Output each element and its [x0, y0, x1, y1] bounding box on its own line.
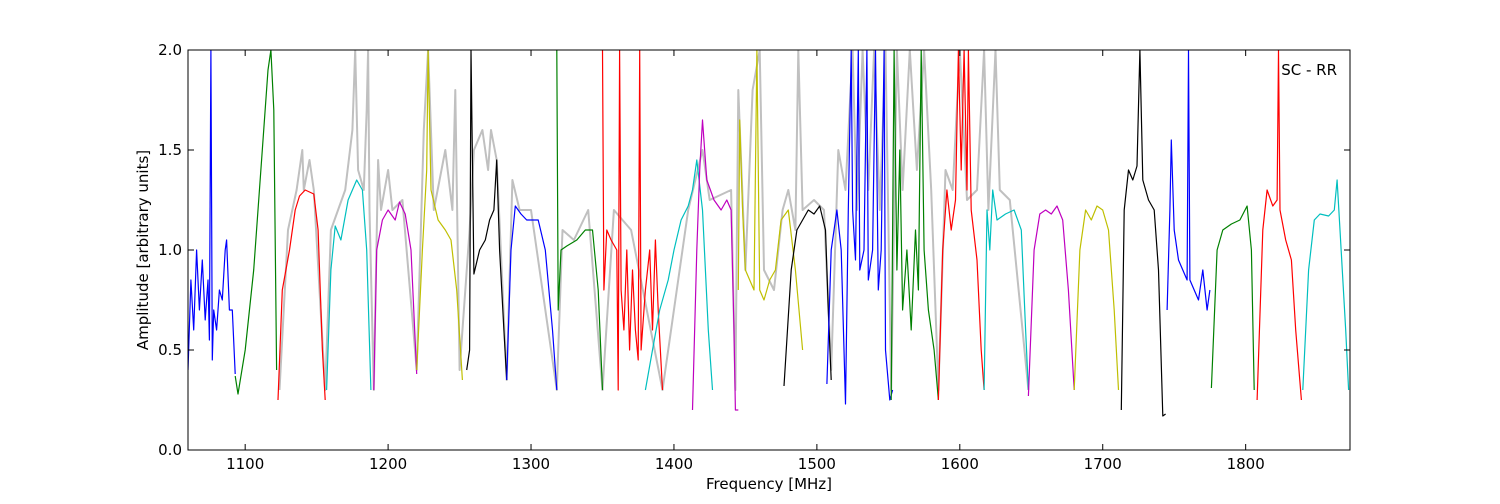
series-line-magenta-2: [691, 119, 739, 411]
series-line-cyan-1: [326, 179, 372, 391]
series-line-yellow-1: [416, 50, 463, 381]
series-line-cyan-2: [644, 159, 714, 391]
series-layer: [188, 50, 1350, 417]
series-line-background: [278, 50, 1030, 391]
x-axis-label: Frequency [MHz]: [706, 475, 832, 493]
plot-frame: [187, 49, 1351, 451]
y-tick-label: 2.0: [158, 41, 182, 59]
x-tick-label: 1800: [1227, 455, 1265, 473]
series-line-blue-4: [1166, 50, 1211, 311]
series-line-magenta-1: [373, 201, 418, 391]
series-line-cyan-3: [983, 189, 1029, 391]
y-tick-label: 0.5: [158, 341, 182, 359]
x-tick-label: 1600: [941, 455, 979, 473]
x-tick-label: 1100: [226, 455, 264, 473]
series-line-cyan-4: [1302, 179, 1350, 391]
series-line-green-4: [1210, 205, 1255, 391]
y-tick-label: 0.0: [158, 441, 182, 459]
series-line-red-1: [277, 189, 326, 401]
x-tick-label: 1300: [512, 455, 550, 473]
x-tick-label: 1500: [798, 455, 836, 473]
series-line-magenta-3: [1027, 205, 1075, 397]
series-line-blue-1: [188, 50, 236, 375]
ticks-layer: 1100 1200 1300 1400 1500 1600 1700 1800 0.0 0.5 1.…: [158, 41, 1350, 473]
y-tick-label: 1.5: [158, 141, 182, 159]
x-tick-label: 1700: [1084, 455, 1122, 473]
series-line-yellow-3: [1073, 205, 1120, 391]
series-line-green-1: [234, 50, 278, 395]
series-line-yellow-2: [737, 50, 804, 351]
panel-annotation: SC - RR: [1281, 61, 1337, 79]
x-tick-label: 1200: [369, 455, 407, 473]
series-line-blue-2: [506, 205, 558, 391]
series-line-green-3: [890, 50, 939, 401]
y-tick-label: 1.0: [158, 241, 182, 259]
series-line-green-2: [556, 50, 604, 391]
series-line-black-3: [1120, 50, 1166, 417]
series-line-black-1: [466, 50, 508, 381]
series-line-red-4: [1256, 50, 1302, 401]
series-line-blue-3: [826, 50, 894, 405]
series-line-black-2: [783, 205, 832, 387]
series-line-red-3: [937, 50, 985, 401]
x-tick-label: 1400: [655, 455, 693, 473]
series-line-red-2: [601, 50, 664, 391]
y-axis-label: Amplitude [arbitrary units]: [134, 150, 152, 350]
